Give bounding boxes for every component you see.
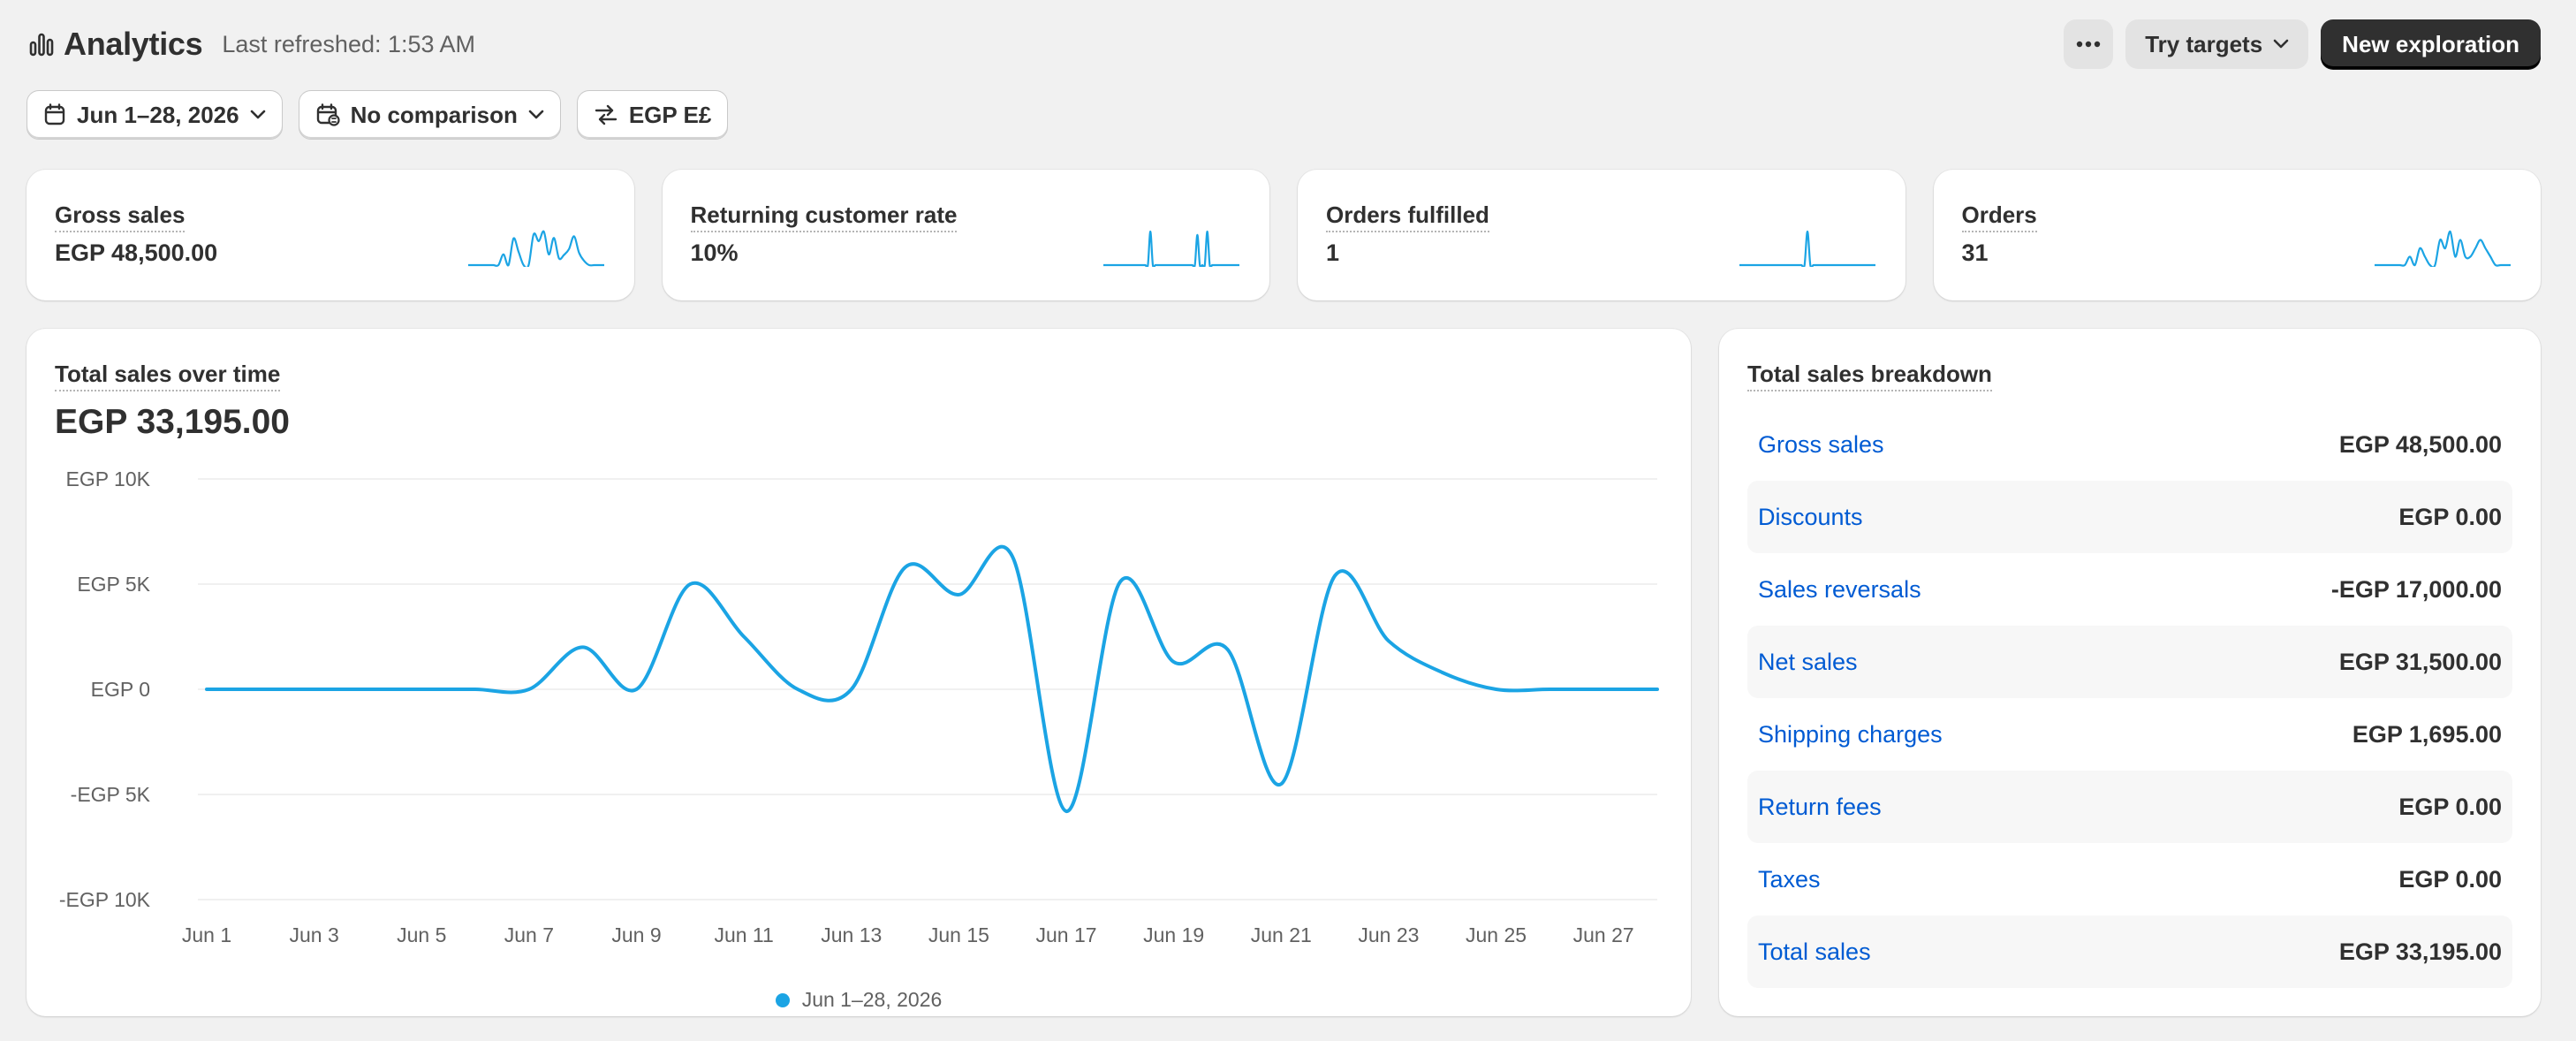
x-tick-label: Jun 5 xyxy=(397,923,446,946)
breakdown-list: Gross sales EGP 48,500.00 Discounts EGP … xyxy=(1747,408,2512,988)
breakdown-value: EGP 1,695.00 xyxy=(2352,720,2502,748)
calendar-icon xyxy=(44,103,65,125)
metric-value: 10% xyxy=(690,239,739,266)
comparison-label: No comparison xyxy=(350,101,518,128)
comparison-picker[interactable]: No comparison xyxy=(298,90,561,140)
more-actions-button[interactable] xyxy=(2064,19,2114,69)
bar-chart-icon xyxy=(28,31,55,57)
calendar-compare-icon xyxy=(316,103,340,126)
total-sales-chart-card: EGP 10K EGP 5K EGP 0 -EGP 5K -EGP 10K Jun 1 Ju… xyxy=(27,329,1691,1016)
breakdown-link[interactable]: Discounts xyxy=(1758,503,1863,530)
y-tick-label: EGP 0 xyxy=(91,678,150,701)
x-tick-label: Jun 21 xyxy=(1251,923,1312,946)
last-refreshed-text: Last refreshed: 1:53 AM xyxy=(222,30,476,57)
breakdown-link[interactable]: Total sales xyxy=(1758,938,1871,965)
metric-value: 31 xyxy=(1961,239,1989,266)
x-tick-label: Jun 25 xyxy=(1466,923,1527,946)
breakdown-value: EGP 0.00 xyxy=(2398,503,2502,530)
try-targets-button[interactable]: Try targets xyxy=(2125,19,2309,69)
breakdown-row-net-sales: Net sales EGP 31,500.00 xyxy=(1747,626,2512,698)
series-line xyxy=(205,544,1659,813)
breakdown-row-gross-sales: Gross sales EGP 48,500.00 xyxy=(1747,408,2512,481)
breakdown-value: EGP 0.00 xyxy=(2398,793,2502,820)
sparkline-path xyxy=(1103,230,1239,267)
sparkline-orders-fulfilled xyxy=(1739,230,1875,267)
x-tick-label: Jun 11 xyxy=(714,923,773,946)
breakdown-value: EGP 48,500.00 xyxy=(2338,430,2502,458)
y-tick-label: EGP 10K xyxy=(66,467,151,490)
page-title: Analytics xyxy=(64,26,203,62)
breakdown-value: EGP 33,195.00 xyxy=(2338,938,2502,965)
breakdown-row-total-sales: Total sales EGP 33,195.00 xyxy=(1747,916,2512,988)
breakdown-link[interactable]: Net sales xyxy=(1758,648,1858,675)
sparkline-orders xyxy=(2375,230,2511,267)
x-tick-label: Jun 3 xyxy=(289,923,338,946)
metric-card-orders[interactable]: Orders 31 xyxy=(1933,170,2541,300)
breakdown-title: Total sales breakdown xyxy=(1747,361,1992,391)
new-exploration-button[interactable]: New exploration xyxy=(2321,19,2541,69)
chart-legend[interactable]: Jun 1–28, 2026 xyxy=(27,988,1691,1012)
metric-value: 1 xyxy=(1326,239,1340,266)
filter-bar: Jun 1–28, 2026 No comparison EGP E£ xyxy=(27,90,729,140)
metric-label: Orders xyxy=(1961,201,2037,232)
currency-picker[interactable]: EGP E£ xyxy=(576,90,729,140)
breakdown-value: EGP 0.00 xyxy=(2398,865,2502,893)
x-tick-label: Jun 17 xyxy=(1036,923,1097,946)
breakdown-row-discounts: Discounts EGP 0.00 xyxy=(1747,481,2512,553)
total-sales-line-chart[interactable]: EGP 10K EGP 5K EGP 0 -EGP 5K -EGP 10K Jun 1 Ju… xyxy=(27,329,1691,1016)
breakdown-link[interactable]: Return fees xyxy=(1758,793,1882,820)
breakdown-value: EGP 31,500.00 xyxy=(2338,648,2502,675)
chevron-down-icon xyxy=(528,110,544,119)
breakdown-link[interactable]: Shipping charges xyxy=(1758,720,1943,748)
x-tick-label: Jun 9 xyxy=(611,923,661,946)
date-range-label: Jun 1–28, 2026 xyxy=(77,101,239,128)
legend-dot xyxy=(775,992,790,1007)
breakdown-link[interactable]: Gross sales xyxy=(1758,430,1884,458)
x-tick-label: Jun 23 xyxy=(1358,923,1419,946)
date-range-picker[interactable]: Jun 1–28, 2026 xyxy=(27,90,283,140)
ellipsis-icon xyxy=(2077,41,2101,48)
y-tick-label: -EGP 5K xyxy=(71,783,151,806)
x-tick-label: Jun 15 xyxy=(928,923,989,946)
chevron-down-icon xyxy=(250,110,265,119)
chart-title: Total sales over time xyxy=(55,361,281,391)
metric-cards: Gross sales EGP 48,500.00 Returning cust… xyxy=(27,170,2541,300)
breakdown-row-sales-reversals: Sales reversals -EGP 17,000.00 xyxy=(1747,553,2512,626)
currency-exchange-icon xyxy=(595,104,617,125)
metric-card-gross-sales[interactable]: Gross sales EGP 48,500.00 xyxy=(27,170,634,300)
sparkline-path xyxy=(1739,230,1875,267)
metric-label: Gross sales xyxy=(55,201,186,232)
chevron-down-icon xyxy=(2273,39,2289,49)
breakdown-row-taxes: Taxes EGP 0.00 xyxy=(1747,843,2512,916)
legend-label: Jun 1–28, 2026 xyxy=(801,988,943,1011)
breakdown-value: -EGP 17,000.00 xyxy=(2330,575,2502,603)
metric-label: Orders fulfilled xyxy=(1326,201,1489,232)
sparkline-path xyxy=(2375,230,2511,267)
sparkline-gross-sales xyxy=(467,230,604,267)
chart-total-value: EGP 33,195.00 xyxy=(55,403,290,441)
try-targets-label: Try targets xyxy=(2145,30,2263,57)
metric-label: Returning customer rate xyxy=(690,201,958,232)
breakdown-link[interactable]: Taxes xyxy=(1758,865,1821,893)
sparkline-returning-customer-rate xyxy=(1103,230,1239,267)
y-tick-label: -EGP 10K xyxy=(59,888,151,911)
sales-breakdown-card: Total sales breakdown Gross sales EGP 48… xyxy=(1719,329,2541,1016)
x-tick-label: Jun 13 xyxy=(821,923,882,946)
metric-value: EGP 48,500.00 xyxy=(55,239,218,266)
breakdown-link[interactable]: Sales reversals xyxy=(1758,575,1921,603)
page-header: Analytics Last refreshed: 1:53 AM Try ta… xyxy=(28,19,2541,69)
y-tick-label: EGP 5K xyxy=(77,573,150,596)
metric-card-orders-fulfilled[interactable]: Orders fulfilled 1 xyxy=(1298,170,1905,300)
x-tick-label: Jun 19 xyxy=(1143,923,1204,946)
header-actions: Try targets New exploration xyxy=(2064,19,2541,69)
metric-card-returning-customer-rate[interactable]: Returning customer rate 10% xyxy=(662,170,1269,300)
x-tick-label: Jun 1 xyxy=(182,923,231,946)
sparkline-path xyxy=(467,230,604,267)
x-tick-label: Jun 7 xyxy=(504,923,554,946)
breakdown-row-shipping-charges: Shipping charges EGP 1,695.00 xyxy=(1747,698,2512,771)
breakdown-row-return-fees: Return fees EGP 0.00 xyxy=(1747,771,2512,843)
x-tick-label: Jun 27 xyxy=(1573,923,1634,946)
currency-label: EGP E£ xyxy=(628,101,712,128)
